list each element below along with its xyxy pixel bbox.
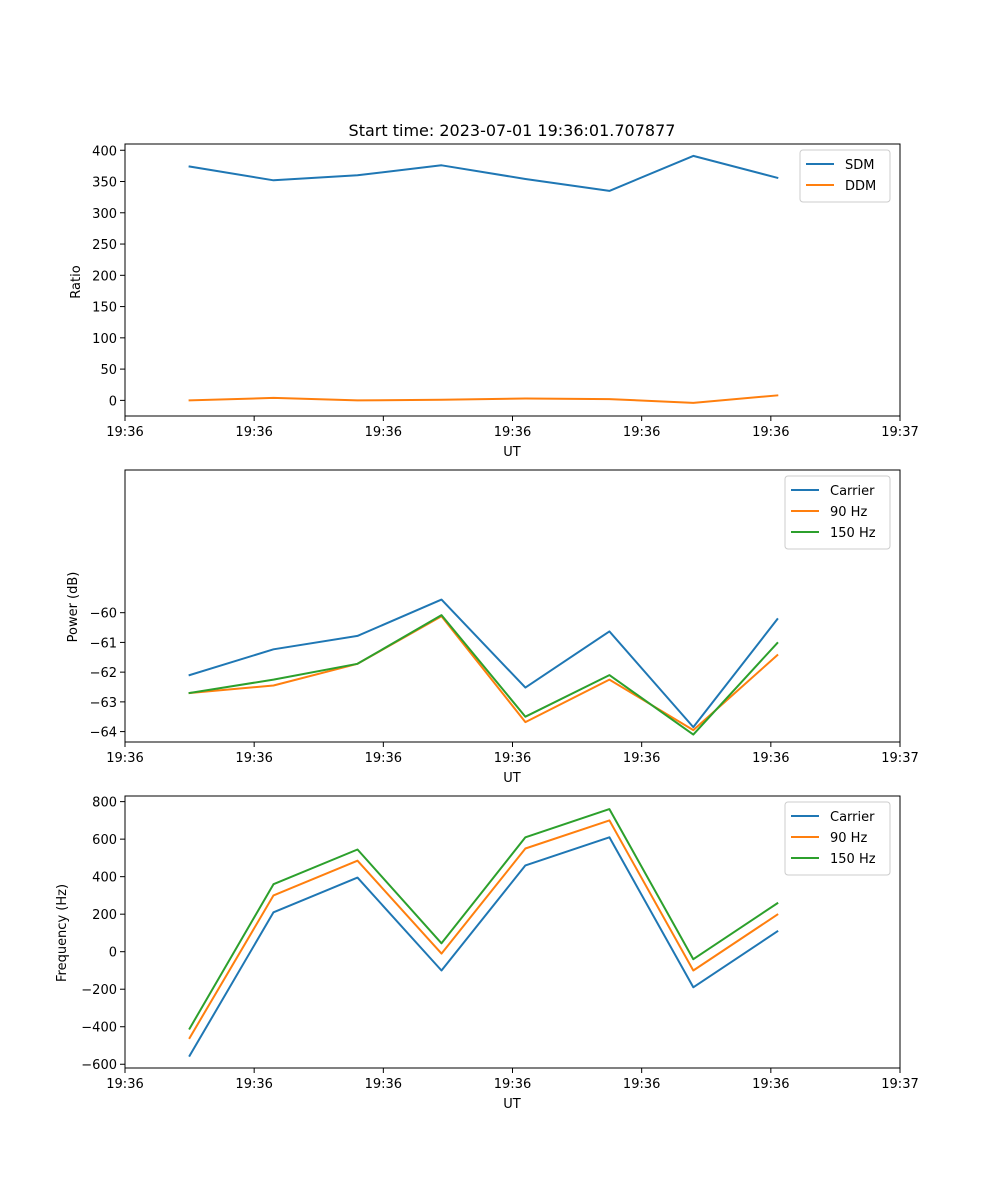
y-tick-label: 100: [92, 332, 117, 347]
y-tick-label: 300: [92, 207, 117, 222]
x-tick-label: 19:36: [752, 751, 789, 766]
x-tick-label: 19:36: [235, 425, 272, 440]
series-line-carrier: [188, 598, 779, 729]
series-line-carrier: [188, 836, 779, 1058]
legend-label: Carrier: [830, 484, 875, 499]
x-tick-label: 19:36: [365, 1077, 402, 1092]
legend: [784, 475, 891, 550]
legend-label: 90 Hz: [830, 831, 867, 846]
x-tick-label: 19:36: [365, 751, 402, 766]
y-tick-label: 400: [92, 871, 117, 886]
y-tick-label: −400: [81, 1021, 117, 1036]
y-tick-label: −62: [90, 666, 117, 681]
legend-label: DDM: [845, 179, 876, 194]
y-tick-label: 400: [92, 144, 117, 159]
series-line-90-hz: [188, 819, 779, 1040]
y-tick-label: 0: [109, 946, 117, 961]
series-line-150-hz: [188, 808, 779, 1030]
legend-label: 90 Hz: [830, 505, 867, 520]
x-tick-label: 19:36: [494, 1077, 531, 1092]
y-tick-label: 800: [92, 796, 117, 811]
y-tick-label: −63: [90, 696, 117, 711]
y-tick-label: 600: [92, 833, 117, 848]
y-axis-label: Power (dB): [66, 572, 81, 643]
x-tick-label: 19:36: [752, 1077, 789, 1092]
x-tick-label: 19:37: [881, 425, 918, 440]
plot-frame: [124, 795, 901, 1069]
y-tick-label: 200: [92, 908, 117, 923]
y-tick-label: −64: [90, 726, 117, 741]
x-axis-label: UT: [503, 445, 521, 460]
x-tick-label: 19:36: [106, 751, 143, 766]
series-line-90-hz: [188, 615, 779, 732]
series-line-sdm: [188, 154, 779, 192]
series-line-150-hz: [188, 614, 779, 736]
x-tick-label: 19:37: [881, 751, 918, 766]
y-tick-label: −60: [90, 607, 117, 622]
legend-label: SDM: [845, 158, 874, 173]
x-tick-label: 19:36: [106, 425, 143, 440]
plot-frame: [124, 143, 901, 417]
x-tick-label: 19:36: [623, 751, 660, 766]
subplot-ratio: UT Ratio 19:36 19:36 19:36 19:36 19:36 19:36 1…: [69, 143, 919, 460]
x-tick-label: 19:36: [235, 1077, 272, 1092]
y-tick-label: 150: [92, 301, 117, 316]
x-axis-label: UT: [503, 771, 521, 786]
x-tick-label: 19:36: [752, 425, 789, 440]
y-tick-label: 50: [100, 363, 117, 378]
x-tick-label: 19:36: [623, 425, 660, 440]
subplot-frequency: UT Frequency (Hz) 19:36 19:36 19:36 19:36 19…: [55, 795, 919, 1112]
y-tick-label: 350: [92, 176, 117, 191]
y-tick-label: 0: [109, 394, 117, 409]
y-tick-label: −200: [81, 983, 117, 998]
y-tick-label: −600: [81, 1058, 117, 1073]
legend-label: Carrier: [830, 810, 875, 825]
y-tick-label: −61: [90, 636, 117, 651]
x-tick-label: 19:36: [365, 425, 402, 440]
chart-title: Start time: 2023-07-01 19:36:01.707877: [349, 121, 676, 140]
legend: [784, 801, 891, 876]
x-tick-label: 19:36: [494, 425, 531, 440]
legend-label: 150 Hz: [830, 852, 876, 867]
x-tick-label: 19:36: [106, 1077, 143, 1092]
y-axis-label: Frequency (Hz): [55, 884, 70, 982]
subplot-power: UT Power (dB) 19:36 19:36 19:36 19:36 19:36 1…: [66, 469, 919, 786]
series-line-ddm: [188, 394, 779, 404]
x-tick-label: 19:36: [235, 751, 272, 766]
y-axis-label: Ratio: [69, 265, 84, 298]
x-tick-label: 19:36: [494, 751, 531, 766]
y-tick-label: 250: [92, 238, 117, 253]
y-tick-label: 200: [92, 269, 117, 284]
x-tick-label: 19:36: [623, 1077, 660, 1092]
legend-label: 150 Hz: [830, 526, 876, 541]
x-axis-label: UT: [503, 1097, 521, 1112]
x-tick-label: 19:37: [881, 1077, 918, 1092]
